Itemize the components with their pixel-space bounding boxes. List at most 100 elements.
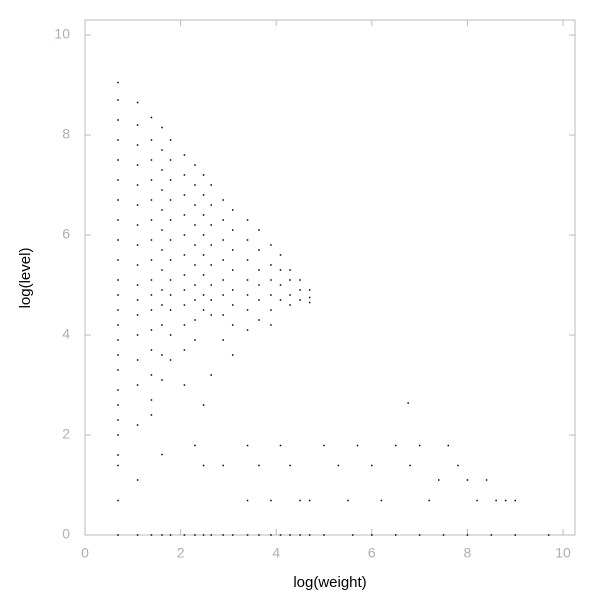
- point: [183, 234, 186, 236]
- point: [279, 284, 282, 286]
- point: [150, 414, 153, 416]
- point: [117, 324, 119, 326]
- point: [117, 339, 119, 341]
- point: [169, 359, 172, 361]
- point: [169, 199, 172, 201]
- point: [183, 254, 186, 256]
- point: [490, 534, 493, 536]
- point: [231, 324, 234, 326]
- point: [117, 259, 119, 261]
- point: [117, 454, 119, 456]
- point: [161, 304, 163, 306]
- point: [222, 219, 224, 221]
- point: [117, 464, 119, 467]
- point: [117, 159, 119, 161]
- point: [258, 299, 260, 301]
- point: [150, 309, 153, 311]
- point: [202, 294, 205, 296]
- point: [351, 534, 354, 536]
- y-tick-label: 4: [62, 326, 70, 342]
- point: [308, 296, 311, 299]
- point: [169, 219, 172, 221]
- point: [136, 334, 139, 336]
- point: [418, 534, 421, 536]
- point: [194, 184, 196, 186]
- point: [202, 254, 205, 256]
- point: [183, 274, 186, 276]
- point: [289, 464, 291, 467]
- point: [258, 319, 260, 321]
- point: [169, 239, 172, 241]
- point: [169, 159, 172, 161]
- point: [194, 534, 196, 536]
- point: [194, 204, 196, 206]
- x-tick-label: 10: [555, 545, 571, 561]
- point: [380, 499, 383, 502]
- point: [210, 244, 212, 246]
- point: [270, 309, 272, 311]
- point: [246, 259, 249, 261]
- point: [299, 534, 301, 536]
- point: [117, 309, 119, 311]
- point: [323, 444, 325, 447]
- point: [117, 139, 119, 141]
- point: [210, 299, 212, 301]
- point: [183, 154, 186, 156]
- point: [258, 534, 260, 536]
- y-tick-label: 6: [62, 226, 70, 242]
- y-tick-label: 10: [54, 26, 70, 42]
- y-tick-label: 0: [62, 526, 70, 542]
- point: [136, 314, 139, 316]
- point: [514, 499, 516, 502]
- point: [279, 254, 282, 256]
- point: [289, 269, 291, 271]
- point: [202, 404, 205, 406]
- point: [308, 301, 311, 304]
- point: [202, 464, 205, 467]
- x-tick-label: 0: [81, 545, 89, 561]
- point: [150, 239, 153, 241]
- point: [117, 369, 119, 371]
- point: [222, 314, 224, 316]
- point: [117, 219, 119, 221]
- point: [270, 534, 272, 536]
- point: [394, 534, 397, 536]
- point: [289, 294, 291, 296]
- point: [150, 219, 153, 221]
- point: [231, 209, 234, 211]
- point: [169, 334, 172, 336]
- point: [169, 179, 172, 181]
- point: [150, 349, 153, 351]
- point: [337, 464, 340, 467]
- point: [183, 289, 186, 291]
- point: [495, 499, 497, 502]
- point: [117, 119, 119, 121]
- point: [231, 354, 234, 356]
- point: [466, 479, 469, 481]
- point: [222, 534, 224, 536]
- point: [183, 534, 186, 536]
- point: [161, 289, 163, 291]
- point: [231, 534, 234, 536]
- point: [183, 349, 186, 351]
- point: [183, 194, 186, 196]
- point: [194, 164, 196, 166]
- point: [222, 239, 224, 241]
- point: [183, 174, 186, 176]
- point: [202, 174, 205, 176]
- point: [308, 289, 311, 291]
- point: [117, 294, 119, 296]
- point: [194, 339, 196, 341]
- point: [210, 224, 212, 226]
- point: [117, 199, 119, 201]
- point: [356, 444, 359, 447]
- point: [222, 464, 224, 467]
- point: [117, 99, 119, 101]
- point: [246, 294, 249, 296]
- point: [299, 299, 301, 301]
- point: [169, 139, 172, 141]
- point: [246, 239, 249, 241]
- point: [476, 499, 478, 502]
- point: [136, 184, 139, 186]
